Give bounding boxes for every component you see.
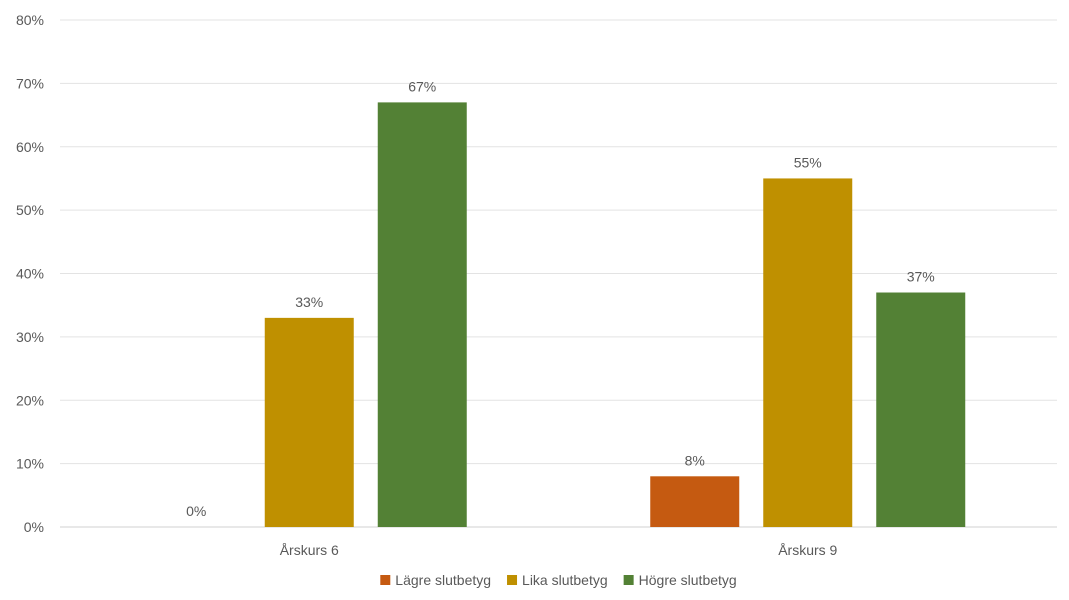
y-axis-tick-labels: 0% 10% 20% 30% 40% 50% 60% 70% 80%	[16, 12, 44, 535]
data-labels: 0% 33% 67% 8% 55% 37%	[186, 78, 935, 519]
data-label-0-1: 8%	[685, 452, 705, 468]
x-axis-category-labels: Årskurs 6 Årskurs 9	[280, 542, 838, 558]
legend-label-2: Högre slutbetyg	[639, 572, 737, 588]
data-label-1-0: 33%	[295, 294, 323, 310]
y-tick-label: 20%	[16, 392, 44, 408]
y-tick-label: 30%	[16, 329, 44, 345]
bar-1-0	[264, 317, 354, 527]
bar-1-1	[763, 178, 853, 527]
y-tick-label: 80%	[16, 12, 44, 28]
legend-swatch-1	[507, 575, 518, 585]
category-label-1: Årskurs 9	[778, 542, 837, 558]
data-label-2-0: 67%	[408, 78, 436, 94]
gridlines	[60, 19, 1057, 528]
bar-2-0	[377, 102, 467, 527]
category-label-0: Årskurs 6	[280, 542, 339, 558]
bar-0-1	[650, 476, 740, 527]
legend-label-1: Lika slutbetyg	[522, 572, 608, 588]
bars	[264, 102, 966, 527]
data-label-0-0: 0%	[186, 503, 206, 519]
y-tick-label: 10%	[16, 456, 44, 472]
y-tick-label: 40%	[16, 266, 44, 282]
legend: Lägre slutbetyg Lika slutbetyg Högre slutb…	[380, 572, 737, 588]
bar-2-1	[876, 292, 966, 527]
data-label-1-1: 55%	[794, 154, 822, 170]
y-tick-label: 70%	[16, 75, 44, 91]
data-label-2-1: 37%	[907, 269, 935, 285]
y-tick-label: 0%	[24, 519, 44, 535]
legend-swatch-2	[623, 575, 634, 585]
y-tick-label: 50%	[16, 202, 44, 218]
legend-label-0: Lägre slutbetyg	[395, 572, 491, 588]
y-tick-label: 60%	[16, 139, 44, 155]
legend-swatch-0	[380, 575, 391, 585]
